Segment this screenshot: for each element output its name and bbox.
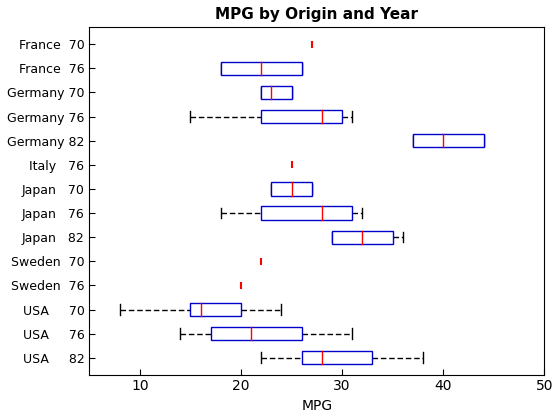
Bar [211,327,302,340]
Bar [332,231,393,244]
Bar [221,62,302,75]
Title: MPG by Origin and Year: MPG by Origin and Year [215,7,418,22]
Bar [271,182,312,196]
Bar [302,351,372,365]
X-axis label: MPG: MPG [301,399,333,413]
Bar [190,303,241,316]
Bar [261,86,292,99]
Bar [413,134,484,147]
Bar [261,110,342,123]
Bar [261,206,352,220]
